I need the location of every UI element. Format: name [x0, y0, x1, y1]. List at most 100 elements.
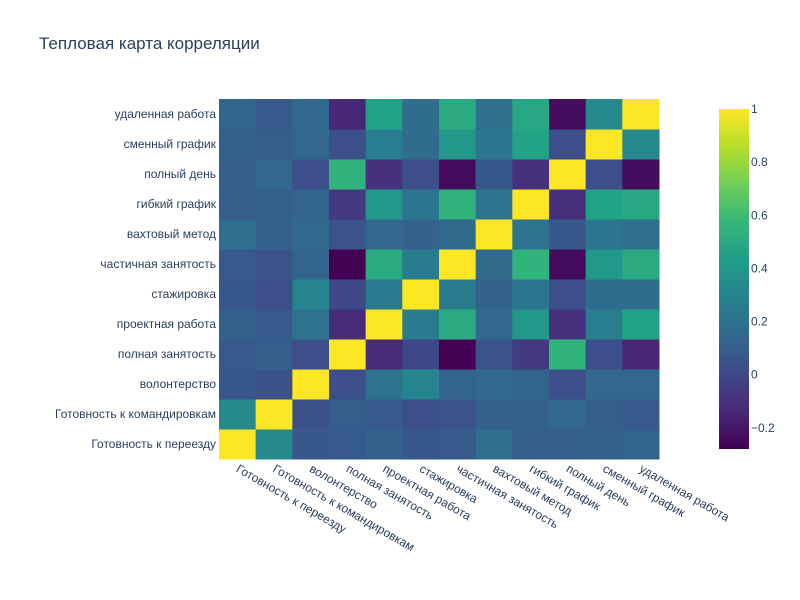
- heatmap-cell[interactable]: [292, 279, 329, 310]
- heatmap-cell[interactable]: [329, 309, 366, 340]
- heatmap-cell[interactable]: [219, 279, 256, 310]
- heatmap-cell[interactable]: [476, 159, 513, 190]
- heatmap-cell[interactable]: [292, 99, 329, 130]
- heatmap-cell[interactable]: [476, 369, 513, 400]
- heatmap-cell[interactable]: [586, 219, 623, 250]
- heatmap-cell[interactable]: [366, 129, 403, 160]
- heatmap-cell[interactable]: [256, 309, 293, 340]
- heatmap-cell[interactable]: [439, 399, 476, 430]
- heatmap-cell[interactable]: [329, 369, 366, 400]
- heatmap-cell[interactable]: [292, 219, 329, 250]
- heatmap-cell[interactable]: [219, 429, 256, 460]
- heatmap-cell[interactable]: [439, 99, 476, 130]
- heatmap-cell[interactable]: [402, 399, 439, 430]
- heatmap-cell[interactable]: [329, 99, 366, 130]
- heatmap-cell[interactable]: [549, 309, 586, 340]
- heatmap-cell[interactable]: [586, 159, 623, 190]
- heatmap-cell[interactable]: [549, 129, 586, 160]
- heatmap-cell[interactable]: [402, 309, 439, 340]
- heatmap-cell[interactable]: [292, 309, 329, 340]
- heatmap-cell[interactable]: [402, 369, 439, 400]
- heatmap-cell[interactable]: [512, 189, 549, 220]
- heatmap-cell[interactable]: [439, 309, 476, 340]
- heatmap-cell[interactable]: [292, 189, 329, 220]
- heatmap-cell[interactable]: [512, 129, 549, 160]
- heatmap-cell[interactable]: [512, 399, 549, 430]
- heatmap-cell[interactable]: [439, 249, 476, 280]
- heatmap-cell[interactable]: [219, 309, 256, 340]
- heatmap-cell[interactable]: [329, 129, 366, 160]
- heatmap-cell[interactable]: [476, 99, 513, 130]
- heatmap-cell[interactable]: [549, 279, 586, 310]
- heatmap-cell[interactable]: [219, 399, 256, 430]
- heatmap-cell[interactable]: [439, 219, 476, 250]
- heatmap-cell[interactable]: [476, 309, 513, 340]
- heatmap-cell[interactable]: [402, 279, 439, 310]
- heatmap-cell[interactable]: [586, 249, 623, 280]
- heatmap-cell[interactable]: [219, 189, 256, 220]
- heatmap-cell[interactable]: [586, 369, 623, 400]
- heatmap-cell[interactable]: [402, 249, 439, 280]
- heatmap-cell[interactable]: [622, 339, 659, 370]
- heatmap-cell[interactable]: [292, 159, 329, 190]
- heatmap-cell[interactable]: [439, 369, 476, 400]
- heatmap-cell[interactable]: [329, 189, 366, 220]
- heatmap-cell[interactable]: [586, 399, 623, 430]
- heatmap-cell[interactable]: [512, 219, 549, 250]
- heatmap-cell[interactable]: [256, 159, 293, 190]
- heatmap-cell[interactable]: [549, 99, 586, 130]
- heatmap-cell[interactable]: [329, 399, 366, 430]
- heatmap-cell[interactable]: [549, 159, 586, 190]
- heatmap-cell[interactable]: [366, 339, 403, 370]
- heatmap-cell[interactable]: [366, 219, 403, 250]
- heatmap-cell[interactable]: [219, 159, 256, 190]
- heatmap-cell[interactable]: [329, 159, 366, 190]
- heatmap-cell[interactable]: [366, 279, 403, 310]
- heatmap-cell[interactable]: [512, 309, 549, 340]
- heatmap-cell[interactable]: [549, 219, 586, 250]
- heatmap-cell[interactable]: [329, 219, 366, 250]
- heatmap-cell[interactable]: [402, 189, 439, 220]
- heatmap-cell[interactable]: [439, 429, 476, 460]
- heatmap-cell[interactable]: [439, 129, 476, 160]
- heatmap-cell[interactable]: [256, 249, 293, 280]
- heatmap-cell[interactable]: [586, 429, 623, 460]
- heatmap-cell[interactable]: [256, 369, 293, 400]
- heatmap-cell[interactable]: [476, 219, 513, 250]
- heatmap-cell[interactable]: [586, 339, 623, 370]
- heatmap-cell[interactable]: [512, 99, 549, 130]
- heatmap-cell[interactable]: [402, 429, 439, 460]
- heatmap-cell[interactable]: [476, 129, 513, 160]
- heatmap-cell[interactable]: [256, 279, 293, 310]
- heatmap-cell[interactable]: [366, 369, 403, 400]
- heatmap-cell[interactable]: [476, 429, 513, 460]
- heatmap-cell[interactable]: [256, 399, 293, 430]
- heatmap-cell[interactable]: [512, 279, 549, 310]
- heatmap-cells[interactable]: [219, 99, 660, 460]
- heatmap-cell[interactable]: [402, 159, 439, 190]
- heatmap-cell[interactable]: [366, 249, 403, 280]
- heatmap-cell[interactable]: [512, 159, 549, 190]
- heatmap-cell[interactable]: [366, 189, 403, 220]
- heatmap-cell[interactable]: [439, 159, 476, 190]
- heatmap-cell[interactable]: [512, 429, 549, 460]
- heatmap-cell[interactable]: [402, 339, 439, 370]
- heatmap-cell[interactable]: [402, 219, 439, 250]
- heatmap-cell[interactable]: [512, 339, 549, 370]
- heatmap-cell[interactable]: [256, 189, 293, 220]
- heatmap-cell[interactable]: [219, 219, 256, 250]
- heatmap-cell[interactable]: [622, 219, 659, 250]
- heatmap-cell[interactable]: [292, 369, 329, 400]
- heatmap-cell[interactable]: [586, 129, 623, 160]
- heatmap-cell[interactable]: [256, 429, 293, 460]
- heatmap-cell[interactable]: [366, 429, 403, 460]
- heatmap-cell[interactable]: [586, 189, 623, 220]
- heatmap-cell[interactable]: [586, 309, 623, 340]
- heatmap-cell[interactable]: [366, 309, 403, 340]
- heatmap-cell[interactable]: [292, 429, 329, 460]
- heatmap-cell[interactable]: [622, 309, 659, 340]
- heatmap-cell[interactable]: [549, 189, 586, 220]
- heatmap-cell[interactable]: [402, 129, 439, 160]
- heatmap-cell[interactable]: [549, 399, 586, 430]
